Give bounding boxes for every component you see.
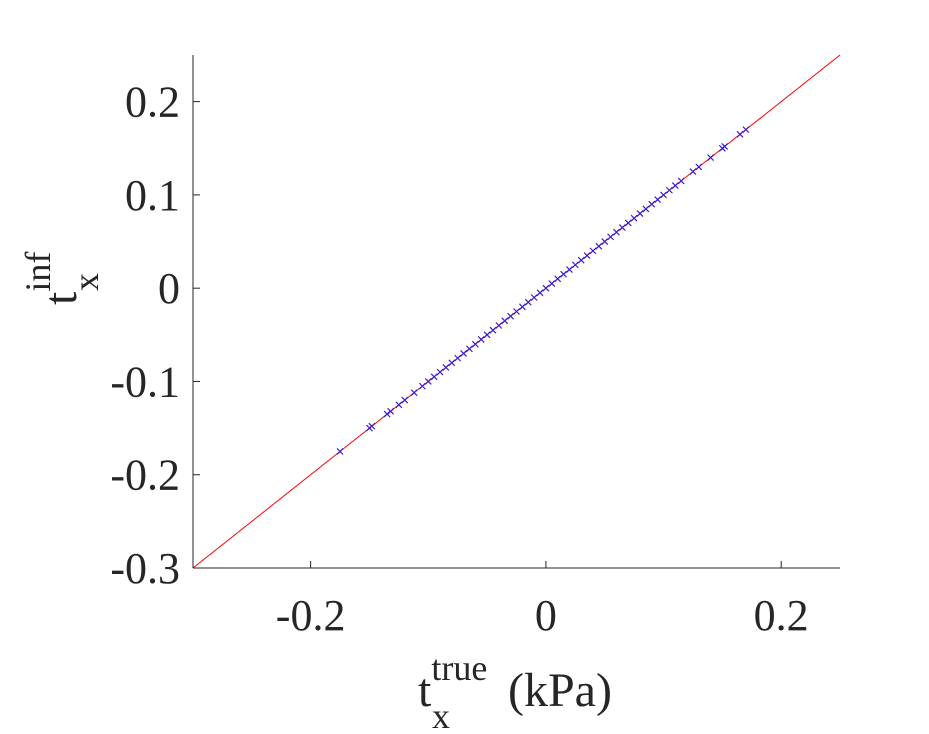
- x-axis-title-unit: (kPa): [508, 664, 612, 717]
- y-axis-title-superscript: inf: [18, 252, 58, 292]
- axes: [192, 55, 840, 569]
- data-point: [387, 407, 395, 415]
- data-point: [660, 191, 667, 199]
- y-tick-label: 0.2: [125, 78, 180, 127]
- data-points: [336, 126, 750, 455]
- data-point: [571, 261, 579, 269]
- y-tick-label: -0.2: [110, 451, 180, 500]
- x-tick-label: 0.2: [754, 591, 809, 640]
- data-point: [566, 266, 573, 273]
- data-point: [736, 130, 744, 138]
- data-point: [618, 224, 626, 231]
- data-point: [642, 205, 650, 213]
- data-point: [671, 182, 679, 190]
- data-point: [495, 322, 503, 329]
- data-point: [507, 312, 515, 320]
- y-axis-title: tinf x: [18, 252, 106, 305]
- data-point: [410, 389, 418, 397]
- x-axis-ticks: -0.2 0 0.2: [276, 561, 809, 640]
- data-point: [595, 242, 603, 250]
- data-point: [501, 317, 509, 325]
- data-point: [624, 219, 632, 227]
- data-point: [395, 401, 403, 409]
- x-axis-title-subscript: x: [432, 696, 450, 734]
- y-tick-label: -0.3: [110, 544, 180, 593]
- data-point: [418, 382, 426, 390]
- data-point: [648, 200, 656, 208]
- data-point: [368, 422, 376, 430]
- y-axis-ticks: -0.3 -0.2 -0.1 0 0.1 0.2: [110, 78, 200, 593]
- data-point: [721, 142, 729, 150]
- data-point: [742, 126, 750, 134]
- data-point: [689, 168, 697, 176]
- x-axis-title-base: t: [418, 664, 432, 717]
- data-point: [460, 350, 467, 357]
- data-point: [601, 238, 609, 245]
- data-point: [560, 270, 567, 278]
- data-point: [442, 364, 450, 371]
- data-point: [707, 154, 715, 162]
- data-point: [518, 303, 526, 311]
- y-tick-label: 0.1: [125, 171, 180, 220]
- data-point: [336, 447, 344, 455]
- data-point: [542, 284, 550, 292]
- data-point: [454, 354, 462, 362]
- data-point: [548, 280, 556, 287]
- data-point: [477, 336, 485, 343]
- data-point: [524, 298, 532, 306]
- data-point: [424, 378, 432, 385]
- data-point: [513, 308, 520, 315]
- data-point: [448, 359, 456, 367]
- data-point: [436, 368, 444, 376]
- data-point: [401, 396, 409, 404]
- data-point: [630, 214, 638, 222]
- y-tick-label: 0: [158, 264, 180, 313]
- y-tick-label: -0.1: [110, 357, 180, 406]
- data-point: [589, 247, 597, 255]
- data-point: [483, 331, 491, 339]
- data-point: [554, 275, 562, 283]
- data-point: [471, 340, 479, 348]
- x-axis-title-superscript: true: [431, 648, 487, 688]
- data-point: [613, 228, 620, 236]
- data-point: [607, 233, 615, 241]
- data-point: [677, 177, 685, 185]
- y-axis-title-subscript: x: [66, 273, 106, 291]
- data-point: [489, 326, 497, 334]
- data-point: [654, 196, 662, 203]
- data-point: [530, 294, 538, 301]
- data-point: [466, 345, 473, 353]
- x-axis-title: ttrue x (kPa): [418, 648, 612, 734]
- x-tick-label: 0: [535, 591, 557, 640]
- data-point: [695, 163, 703, 171]
- data-point: [636, 210, 644, 217]
- data-point: [666, 186, 673, 194]
- data-point: [536, 289, 544, 297]
- data-point: [577, 256, 585, 264]
- x-tick-label: -0.2: [276, 591, 346, 640]
- y-axis-title-base: t: [34, 291, 87, 305]
- data-point: [430, 373, 438, 381]
- data-point: [583, 252, 591, 259]
